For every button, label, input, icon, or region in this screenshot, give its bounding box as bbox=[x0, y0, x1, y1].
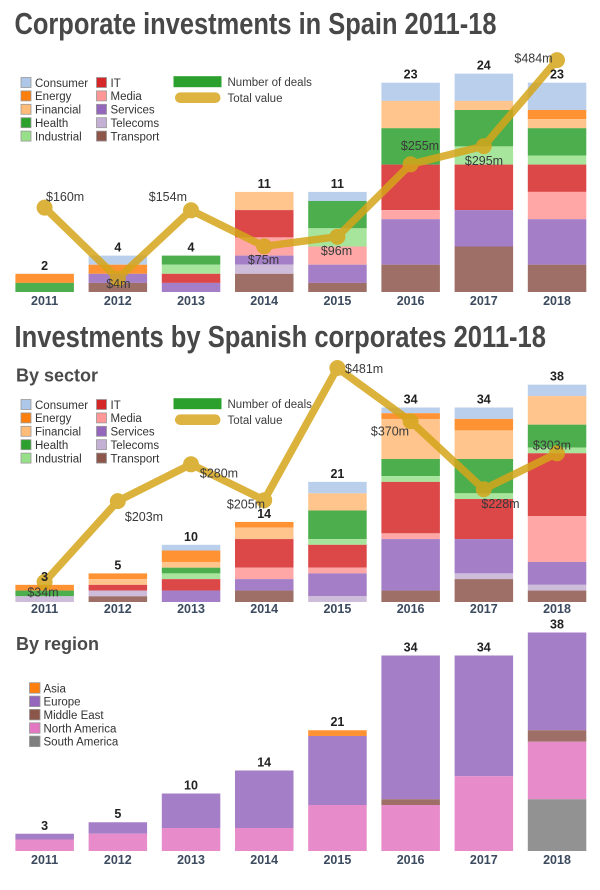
svg-text:2012: 2012 bbox=[104, 602, 132, 616]
svg-text:Investments by Spanish corpora: Investments by Spanish corporates 2011-1… bbox=[15, 319, 547, 354]
svg-text:5: 5 bbox=[114, 558, 121, 572]
svg-text:Media: Media bbox=[111, 91, 143, 103]
svg-text:11: 11 bbox=[258, 177, 271, 191]
svg-text:2018: 2018 bbox=[543, 294, 571, 308]
svg-text:Number of deals: Number of deals bbox=[228, 399, 313, 411]
svg-text:IT: IT bbox=[111, 78, 121, 90]
svg-text:Transport: Transport bbox=[111, 453, 161, 465]
svg-text:Asia: Asia bbox=[44, 683, 67, 695]
svg-text:South America: South America bbox=[44, 737, 119, 749]
svg-text:2011: 2011 bbox=[31, 294, 58, 308]
svg-text:2016: 2016 bbox=[397, 602, 425, 616]
svg-text:$4m: $4m bbox=[106, 277, 130, 291]
svg-text:2013: 2013 bbox=[177, 602, 205, 616]
svg-text:2014: 2014 bbox=[250, 294, 278, 308]
svg-text:2011: 2011 bbox=[31, 602, 58, 616]
svg-text:Telecoms: Telecoms bbox=[111, 440, 160, 452]
svg-text:Industrial: Industrial bbox=[35, 453, 82, 465]
svg-text:2016: 2016 bbox=[397, 294, 425, 308]
svg-text:10: 10 bbox=[184, 530, 198, 544]
svg-text:2018: 2018 bbox=[543, 602, 571, 616]
svg-text:Energy: Energy bbox=[35, 91, 72, 103]
svg-text:Total value: Total value bbox=[228, 415, 283, 427]
svg-text:2014: 2014 bbox=[250, 853, 278, 867]
svg-text:$255m: $255m bbox=[401, 139, 439, 153]
svg-text:38: 38 bbox=[550, 370, 564, 384]
svg-text:$96m: $96m bbox=[321, 244, 352, 258]
svg-text:IT: IT bbox=[111, 400, 121, 412]
svg-text:Consumer: Consumer bbox=[35, 78, 88, 90]
svg-text:23: 23 bbox=[404, 68, 418, 82]
svg-text:2017: 2017 bbox=[470, 853, 498, 867]
svg-text:2015: 2015 bbox=[323, 294, 351, 308]
svg-text:Consumer: Consumer bbox=[35, 400, 88, 412]
svg-text:By region: By region bbox=[16, 634, 99, 654]
svg-text:2018: 2018 bbox=[543, 853, 571, 867]
svg-text:2014: 2014 bbox=[250, 602, 278, 616]
svg-text:$34m: $34m bbox=[27, 586, 58, 600]
svg-text:2011: 2011 bbox=[31, 853, 58, 867]
svg-text:2012: 2012 bbox=[104, 853, 132, 867]
svg-text:Industrial: Industrial bbox=[35, 131, 82, 143]
svg-text:14: 14 bbox=[257, 507, 271, 521]
svg-text:$303m: $303m bbox=[533, 439, 571, 453]
svg-text:$160m: $160m bbox=[46, 190, 84, 204]
svg-text:21: 21 bbox=[330, 467, 344, 481]
svg-text:14: 14 bbox=[257, 756, 271, 770]
svg-text:$481m: $481m bbox=[345, 362, 383, 376]
svg-text:2017: 2017 bbox=[470, 294, 498, 308]
svg-text:21: 21 bbox=[330, 715, 344, 729]
svg-text:By sector: By sector bbox=[16, 366, 98, 386]
svg-text:2015: 2015 bbox=[323, 853, 351, 867]
svg-text:2015: 2015 bbox=[323, 602, 351, 616]
svg-text:23: 23 bbox=[550, 68, 564, 82]
svg-text:2012: 2012 bbox=[104, 294, 132, 308]
svg-text:$75m: $75m bbox=[248, 253, 279, 267]
svg-text:North America: North America bbox=[44, 723, 117, 735]
svg-text:Middle East: Middle East bbox=[44, 710, 105, 722]
svg-text:$295m: $295m bbox=[465, 154, 503, 168]
svg-text:$370m: $370m bbox=[371, 425, 409, 439]
svg-text:$484m: $484m bbox=[514, 52, 552, 66]
svg-text:11: 11 bbox=[331, 177, 344, 191]
svg-text:Europe: Europe bbox=[44, 697, 81, 709]
svg-text:2: 2 bbox=[41, 259, 48, 273]
svg-text:Health: Health bbox=[35, 118, 68, 130]
svg-text:Services: Services bbox=[111, 427, 155, 439]
svg-text:3: 3 bbox=[41, 570, 48, 584]
svg-text:Financial: Financial bbox=[35, 427, 81, 439]
svg-text:Energy: Energy bbox=[35, 413, 72, 425]
svg-text:38: 38 bbox=[550, 618, 564, 632]
svg-text:Transport: Transport bbox=[111, 131, 161, 143]
svg-text:34: 34 bbox=[477, 641, 491, 655]
svg-text:10: 10 bbox=[184, 779, 198, 793]
svg-text:$205m: $205m bbox=[227, 498, 265, 512]
svg-text:2013: 2013 bbox=[177, 294, 205, 308]
svg-text:Number of deals: Number of deals bbox=[228, 77, 313, 89]
svg-text:$228m: $228m bbox=[481, 497, 519, 511]
svg-text:$203m: $203m bbox=[125, 510, 163, 524]
svg-text:34: 34 bbox=[404, 641, 418, 655]
svg-text:$280m: $280m bbox=[200, 467, 238, 481]
svg-text:34: 34 bbox=[404, 393, 418, 407]
svg-text:2017: 2017 bbox=[470, 602, 498, 616]
svg-text:2016: 2016 bbox=[397, 853, 425, 867]
svg-text:Corporate investments in Spain: Corporate investments in Spain 2011-18 bbox=[15, 6, 497, 41]
svg-text:4: 4 bbox=[114, 241, 121, 255]
svg-text:4: 4 bbox=[188, 241, 195, 255]
svg-text:24: 24 bbox=[477, 59, 491, 73]
svg-text:Media: Media bbox=[111, 413, 143, 425]
svg-text:5: 5 bbox=[114, 807, 121, 821]
svg-text:34: 34 bbox=[477, 393, 491, 407]
svg-text:Telecoms: Telecoms bbox=[111, 118, 160, 130]
svg-text:3: 3 bbox=[41, 819, 48, 833]
svg-text:Financial: Financial bbox=[35, 105, 81, 117]
svg-text:Total value: Total value bbox=[228, 93, 283, 105]
svg-text:$154m: $154m bbox=[149, 190, 187, 204]
svg-text:Health: Health bbox=[35, 440, 68, 452]
svg-text:Services: Services bbox=[111, 105, 155, 117]
svg-text:2013: 2013 bbox=[177, 853, 205, 867]
